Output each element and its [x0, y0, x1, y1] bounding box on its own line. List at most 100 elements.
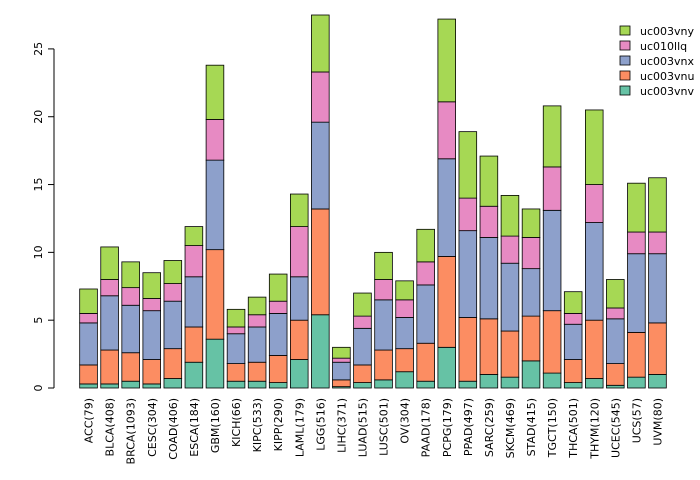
- bar-segment-uc003vny: [395, 280, 414, 301]
- y-tick-label: 0: [32, 385, 45, 392]
- bar-segment-uc010llq: [163, 283, 183, 302]
- bar-segment-uc003vny: [184, 226, 204, 246]
- bar-segment-uc010llq: [353, 315, 372, 329]
- bar-segment-uc003vny: [479, 155, 499, 207]
- bar-segment-uc003vny: [542, 105, 562, 168]
- bar-segment-uc010llq: [395, 299, 414, 318]
- bar-segment-uc003vnu: [163, 348, 183, 379]
- bar-segment-uc003vny: [521, 208, 541, 238]
- bar-stack: [268, 273, 288, 389]
- bar-segment-uc003vnx: [627, 253, 646, 333]
- bar-segment-uc003vny: [163, 260, 183, 284]
- bar-segment-uc010llq: [289, 226, 309, 278]
- bar-segment-uc003vnx: [500, 262, 520, 332]
- bar-segment-uc003vnv: [585, 378, 604, 389]
- bar-segment-uc003vnx: [163, 300, 183, 350]
- bar-segment-uc010llq: [437, 101, 456, 160]
- bar-segment-uc003vnx: [542, 209, 562, 312]
- x-axis-labels: ACC(79) BLCA(408) BRCA(1093) CESC(304) COAD(…: [83, 398, 665, 464]
- x-category-label: UCS(57): [630, 398, 643, 443]
- legend-label: uc003vnu: [640, 70, 694, 83]
- bar-segment-uc003vnu: [311, 208, 330, 316]
- bar-segment-uc003vnx: [521, 268, 541, 317]
- x-category-label: LIHC(371): [335, 398, 348, 453]
- bar-segment-uc010llq: [142, 298, 161, 312]
- bar-stack: [395, 280, 414, 389]
- bar-segment-uc003vny: [142, 272, 161, 299]
- bar-segment-uc003vnu: [100, 349, 119, 385]
- bar-segment-uc010llq: [606, 307, 625, 320]
- bar-stack: [163, 260, 183, 389]
- bar-segment-uc003vnv: [542, 372, 562, 389]
- bars: [79, 14, 667, 389]
- x-category-label: BLCA(408): [104, 398, 117, 456]
- bar-segment-uc003vnu: [458, 317, 478, 382]
- x-category-label: THYM(120): [588, 398, 601, 460]
- y-tick-label: 5: [32, 317, 45, 324]
- bar-segment-uc003vnx: [121, 304, 140, 354]
- bar-segment-uc003vnu: [226, 363, 246, 382]
- bar-segment-uc003vnv: [458, 380, 478, 389]
- x-category-label: GBM(160): [209, 398, 222, 453]
- bar-stack: [458, 131, 478, 389]
- bar-segment-uc003vnu: [289, 319, 309, 360]
- bar-stack: [437, 18, 456, 389]
- bar-segment-uc003vnx: [437, 158, 456, 257]
- bar-segment-uc003vnx: [205, 159, 225, 251]
- bar-segment-uc003vny: [332, 346, 351, 359]
- bar-stack: [121, 261, 140, 389]
- bar-segment-uc003vnv: [500, 376, 520, 389]
- bar-stack: [289, 193, 309, 389]
- bar-segment-uc003vnv: [268, 382, 288, 389]
- bar-segment-uc010llq: [648, 231, 667, 255]
- bar-segment-uc010llq: [542, 166, 562, 211]
- bar-segment-uc003vny: [268, 273, 288, 302]
- bar-stack: [353, 292, 372, 389]
- bar-segment-uc010llq: [332, 357, 351, 363]
- bar-segment-uc003vnx: [184, 276, 204, 328]
- bar-segment-uc003vnx: [416, 284, 435, 344]
- x-category-label: CESC(304): [146, 398, 159, 457]
- bar-segment-uc003vnu: [121, 352, 140, 382]
- bar-segment-uc010llq: [79, 312, 98, 324]
- bar-segment-uc003vny: [585, 109, 604, 185]
- legend-swatch: [619, 85, 631, 96]
- x-category-label: LAML(179): [293, 398, 306, 457]
- bar-segment-uc010llq: [121, 287, 140, 306]
- legend-swatch: [619, 55, 631, 66]
- bar-segment-uc003vnu: [79, 364, 98, 385]
- bar-segment-uc003vnv: [395, 371, 414, 389]
- legend-swatch: [619, 40, 631, 51]
- bar-segment-uc003vnu: [205, 249, 225, 340]
- x-category-label: KICH(66): [230, 398, 243, 447]
- bar-stack: [585, 109, 604, 389]
- legend-swatch: [619, 25, 631, 36]
- bar-segment-uc003vnx: [585, 222, 604, 321]
- bar-segment-uc010llq: [226, 326, 246, 335]
- bar-stack: [606, 279, 625, 389]
- bar-segment-uc003vnv: [226, 380, 246, 389]
- bar-segment-uc003vny: [247, 296, 267, 316]
- bar-segment-uc003vny: [100, 246, 119, 280]
- bar-segment-uc003vnu: [437, 256, 456, 348]
- bar-segment-uc010llq: [627, 231, 646, 255]
- bar-segment-uc010llq: [205, 119, 225, 161]
- bar-segment-uc010llq: [563, 312, 583, 325]
- bar-segment-uc003vnx: [458, 230, 478, 318]
- bar-segment-uc003vny: [374, 251, 393, 280]
- bar-segment-uc003vnu: [374, 349, 393, 381]
- bar-segment-uc010llq: [184, 245, 204, 278]
- x-category-label: THCA(501): [567, 398, 580, 459]
- bar-segment-uc003vnx: [311, 121, 330, 210]
- bar-segment-uc003vnx: [606, 318, 625, 364]
- bar-segment-uc003vnu: [142, 359, 161, 385]
- bar-segment-uc003vny: [289, 193, 309, 227]
- bar-segment-uc010llq: [458, 197, 478, 232]
- bar-stack: [311, 14, 330, 389]
- bar-segment-uc003vny: [311, 14, 330, 73]
- bar-segment-uc003vnv: [627, 376, 646, 389]
- bar-segment-uc003vnv: [563, 382, 583, 389]
- x-category-label: ESCA(184): [188, 398, 201, 457]
- bar-segment-uc003vnx: [332, 361, 351, 381]
